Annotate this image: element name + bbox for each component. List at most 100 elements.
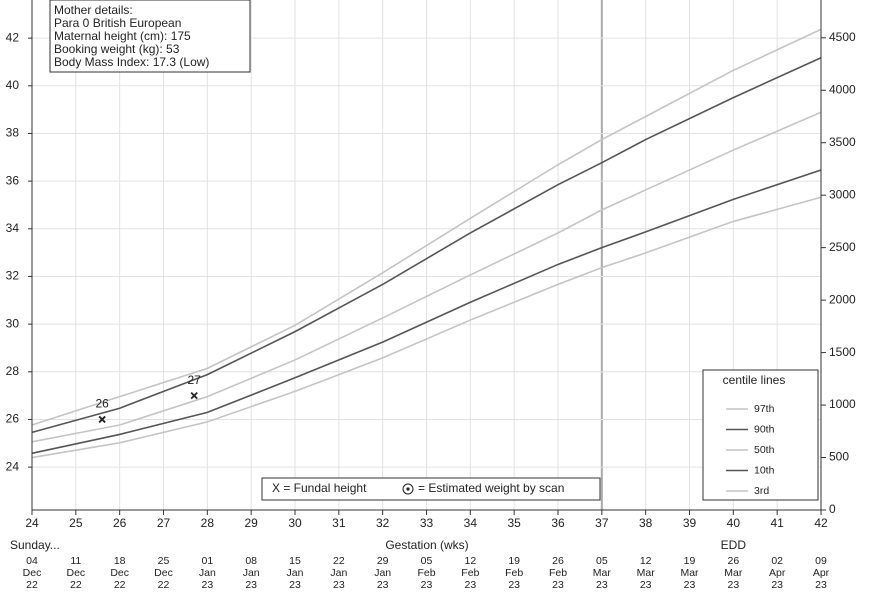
centile-line bbox=[31, 196, 822, 459]
date-part: 19 bbox=[508, 555, 520, 567]
x-tick-label: 41 bbox=[770, 516, 784, 530]
mother-details-box bbox=[49, 0, 251, 73]
legend-label: 90th bbox=[754, 423, 775, 435]
y2-tick-label: 2500 bbox=[829, 240, 856, 254]
date-part: 23 bbox=[289, 579, 301, 591]
date-part: 23 bbox=[727, 579, 739, 591]
key-box bbox=[261, 477, 601, 501]
foreground-layer: 24 25 26 27 28 29 30 31 32 33 34 35 36 37 38 39 40 41 42 24… bbox=[6, 0, 856, 591]
y2-tick-label: 3500 bbox=[829, 135, 856, 149]
date-part: 01 bbox=[201, 555, 213, 567]
date-part: Dec bbox=[66, 567, 85, 579]
date-part: 04 bbox=[26, 555, 38, 567]
legend-label: 10th bbox=[754, 464, 775, 476]
x-tick-label: 25 bbox=[69, 516, 83, 530]
date-part: 02 bbox=[771, 555, 783, 567]
date-part: 23 bbox=[245, 579, 257, 591]
date-part: 23 bbox=[552, 579, 564, 591]
centile-line bbox=[31, 56, 822, 434]
mother-detail: Para 0 British European bbox=[54, 16, 181, 30]
x-tick-label: 24 bbox=[25, 516, 39, 530]
x-tick-label: 40 bbox=[727, 516, 741, 530]
x-tick-label: 28 bbox=[201, 516, 215, 530]
x-tick-label: 33 bbox=[420, 516, 434, 530]
y-tick-label: 42 bbox=[6, 30, 20, 44]
key-item: X = Fundal height bbox=[272, 481, 367, 495]
date-part: Jan bbox=[287, 567, 304, 579]
x-tick-label: 37 bbox=[595, 516, 609, 530]
date-part: 09 bbox=[815, 555, 827, 567]
date-part: 18 bbox=[114, 555, 126, 567]
date-part: 23 bbox=[377, 579, 389, 591]
key-item: = Estimated weight by scan bbox=[418, 481, 564, 495]
date-part: 11 bbox=[70, 555, 81, 567]
legend-label: 3rd bbox=[754, 485, 769, 497]
date-part: 26 bbox=[727, 555, 739, 567]
y2-tick-label: 2000 bbox=[829, 292, 856, 306]
date-part: 23 bbox=[640, 579, 652, 591]
mother-detail: Maternal height (cm): 175 bbox=[54, 29, 191, 43]
date-part: 22 bbox=[70, 579, 82, 591]
date-part: Mar bbox=[680, 567, 699, 579]
date-part: 23 bbox=[684, 579, 696, 591]
date-part: 22 bbox=[26, 579, 38, 591]
centile-line bbox=[31, 169, 822, 455]
centile-line bbox=[31, 111, 822, 443]
y-tick-label: 24 bbox=[6, 459, 20, 473]
date-part: 23 bbox=[421, 579, 433, 591]
y-tick-label: 32 bbox=[6, 269, 20, 283]
y2-tick-label: 1500 bbox=[829, 345, 856, 359]
y-tick-label: 40 bbox=[6, 78, 20, 92]
date-part: 23 bbox=[771, 579, 783, 591]
y-tick-label: 34 bbox=[6, 221, 20, 235]
date-part: Jan bbox=[199, 567, 216, 579]
date-part: Mar bbox=[724, 567, 743, 579]
grid-layer bbox=[31, 0, 822, 510]
x-tick-label: 38 bbox=[639, 516, 653, 530]
y2-tick-label: 4000 bbox=[829, 82, 856, 96]
mother-detail: Mother details: bbox=[54, 3, 133, 17]
x-tick-label: 31 bbox=[332, 516, 346, 530]
date-part: 15 bbox=[289, 555, 301, 567]
date-part: Feb bbox=[505, 567, 523, 579]
x-tick-label: 29 bbox=[244, 516, 258, 530]
legend-box bbox=[702, 369, 819, 501]
date-part: Jan bbox=[330, 567, 347, 579]
y2-tick-label: 1000 bbox=[829, 397, 856, 411]
cross-stroke bbox=[190, 391, 198, 400]
y-tick-label: 38 bbox=[6, 126, 20, 140]
x-tick-label: 36 bbox=[551, 516, 565, 530]
date-part: 08 bbox=[245, 555, 257, 567]
x-tick-label: 35 bbox=[507, 516, 521, 530]
date-part: Feb bbox=[417, 567, 435, 579]
mother-detail: Booking weight (kg): 53 bbox=[54, 42, 180, 56]
date-part: Apr bbox=[813, 567, 830, 579]
y2-tick-label: 3000 bbox=[829, 187, 856, 201]
date-part: Feb bbox=[549, 567, 567, 579]
y-tick-label: 28 bbox=[6, 364, 20, 378]
date-part: Feb bbox=[461, 567, 479, 579]
x-tick-label: 30 bbox=[288, 516, 302, 530]
date-part: 23 bbox=[508, 579, 520, 591]
y-tick-label: 36 bbox=[6, 173, 20, 187]
centile-line bbox=[31, 28, 822, 426]
date-part: Mar bbox=[593, 567, 612, 579]
date-part: 29 bbox=[377, 555, 389, 567]
date-part: 23 bbox=[464, 579, 476, 591]
date-part: Mar bbox=[637, 567, 656, 579]
y2-tick-label: 500 bbox=[829, 450, 849, 464]
y2-tick-label: 4500 bbox=[829, 30, 856, 44]
x-tick-label: 34 bbox=[464, 516, 478, 530]
scan-icon bbox=[402, 483, 414, 495]
date-part: 23 bbox=[596, 579, 608, 591]
legend-title: centile lines bbox=[723, 373, 786, 387]
date-part: Dec bbox=[110, 567, 129, 579]
x-tick-label: 42 bbox=[814, 516, 828, 530]
date-part: Jan bbox=[374, 567, 391, 579]
date-part: Apr bbox=[769, 567, 786, 579]
y2-tick-label: 0 bbox=[829, 502, 836, 516]
scan-icon-dot bbox=[406, 487, 410, 491]
legend-label: 50th bbox=[754, 444, 775, 456]
weekday-label: Sunday... bbox=[10, 538, 60, 552]
